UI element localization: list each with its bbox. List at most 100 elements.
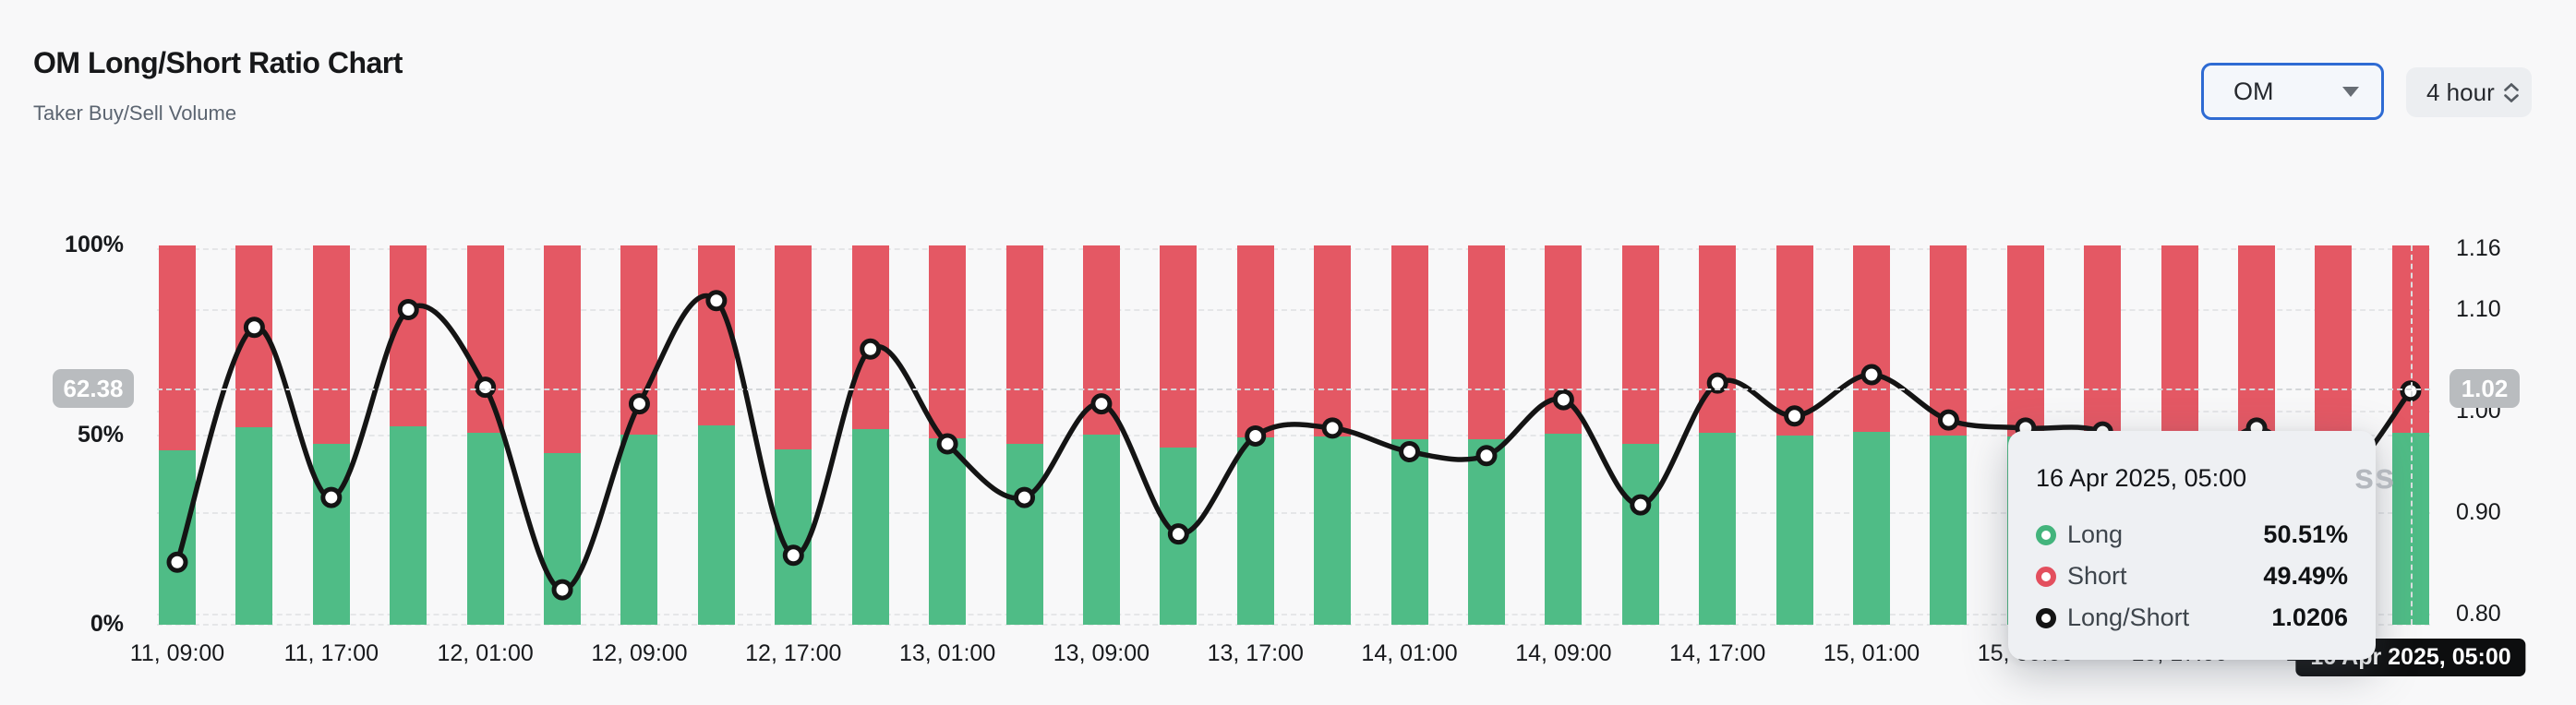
short-segment — [1314, 245, 1352, 437]
bar-14-01-00[interactable] — [1390, 245, 1428, 625]
gridline — [157, 512, 2430, 515]
bar-11-21-00[interactable] — [390, 245, 427, 625]
bar-13-01-00[interactable] — [929, 245, 967, 625]
long-segment — [1082, 434, 1120, 625]
bar-14-17-00[interactable] — [1699, 245, 1737, 625]
ratio-point-15[interactable] — [1321, 417, 1343, 439]
ratio-point-7[interactable] — [705, 290, 728, 312]
short-segment — [390, 245, 427, 426]
ratio-point-9[interactable] — [860, 338, 882, 360]
short-segment — [1236, 245, 1274, 437]
ratio-point-11[interactable] — [1014, 486, 1036, 508]
caret-down-icon — [2342, 86, 2359, 97]
right-axis-tick: 0.90 — [2456, 499, 2501, 526]
ratio-point-2[interactable] — [320, 486, 343, 508]
long-segment — [1776, 435, 1813, 625]
long-segment — [851, 429, 889, 625]
ratio-point-13[interactable] — [1167, 523, 1189, 545]
short-segment — [1699, 245, 1737, 433]
bar-12-17-00[interactable] — [775, 245, 813, 625]
x-axis-tick: 14, 01:00 — [1361, 640, 1458, 666]
short-segment — [697, 245, 735, 425]
short-segment — [544, 245, 582, 454]
bar-11-13-00[interactable] — [235, 245, 273, 625]
x-axis-tick: 13, 17:00 — [1207, 640, 1304, 666]
right-axis-tick: 1.16 — [2456, 235, 2501, 262]
tooltip-row-long: Long 50.51% — [2036, 520, 2348, 549]
ratio-point-12[interactable] — [1090, 393, 1113, 415]
bar-14-05-00[interactable] — [1467, 245, 1505, 625]
watermark: ss — [2354, 458, 2396, 496]
long-segment — [1699, 432, 1737, 625]
crosshair-vertical — [2410, 245, 2413, 625]
ratio-point-8[interactable] — [782, 544, 804, 567]
ratio-point-6[interactable] — [628, 393, 650, 415]
x-axis-tick: 12, 01:00 — [437, 640, 534, 666]
long-segment — [1314, 436, 1352, 625]
ratio-point-1[interactable] — [243, 317, 265, 339]
bar-12-21-00[interactable] — [851, 245, 889, 625]
bar-11-17-00[interactable] — [312, 245, 350, 625]
ratio-point-20[interactable] — [1706, 372, 1728, 394]
bar-14-13-00[interactable] — [1621, 245, 1659, 625]
ratio-point-14[interactable] — [1245, 424, 1267, 447]
ratio-point-23[interactable] — [1937, 409, 1959, 431]
left-axis-tick: 100% — [65, 232, 124, 257]
bar-12-01-00[interactable] — [466, 245, 504, 625]
long-segment — [1621, 444, 1659, 625]
ratio-point-18[interactable] — [1552, 388, 1574, 411]
short-segment — [1621, 245, 1659, 445]
x-axis-tick: 12, 09:00 — [591, 640, 688, 666]
long-segment — [1853, 431, 1891, 625]
long-segment — [1467, 439, 1505, 625]
ratio-point-0[interactable] — [166, 551, 188, 573]
short-segment — [2238, 245, 2276, 437]
ratio-point-4[interactable] — [475, 376, 497, 399]
short-segment — [775, 245, 813, 450]
bar-12-09-00[interactable] — [620, 245, 658, 625]
bar-11-09-00[interactable] — [159, 245, 196, 625]
ratio-point-10[interactable] — [936, 433, 958, 455]
bar-15-05-00[interactable] — [1930, 245, 1968, 625]
bar-13-21-00[interactable] — [1314, 245, 1352, 625]
long-segment — [929, 437, 967, 625]
long-segment — [1930, 436, 1968, 625]
ratio-point-22[interactable] — [1860, 364, 1883, 386]
short-segment — [1390, 245, 1428, 439]
gridline — [157, 411, 2430, 413]
ratio-point-3[interactable] — [397, 299, 419, 321]
symbol-select[interactable]: OM — [2201, 63, 2384, 120]
long-segment — [620, 434, 658, 625]
tooltip-row-ratio: Long/Short 1.0206 — [2036, 603, 2348, 632]
interval-select[interactable]: 4 hour — [2406, 67, 2532, 117]
short-segment — [851, 245, 889, 430]
bar-13-09-00[interactable] — [1082, 245, 1120, 625]
short-segment — [1467, 245, 1505, 440]
bar-13-13-00[interactable] — [1160, 245, 1198, 625]
crosshair-horizontal — [157, 388, 2430, 390]
long-segment — [1545, 434, 1583, 625]
ratio-point-19[interactable] — [1630, 494, 1652, 516]
bar-15-01-00[interactable] — [1853, 245, 1891, 625]
short-dot-icon — [2036, 566, 2056, 587]
short-segment — [2006, 245, 2044, 437]
bar-12-13-00[interactable] — [697, 245, 735, 625]
interval-select-value: 4 hour — [2426, 78, 2495, 106]
bar-13-17-00[interactable] — [1236, 245, 1274, 625]
page-title: OM Long/Short Ratio Chart — [33, 46, 403, 79]
short-segment — [2315, 245, 2353, 442]
tooltip-ratio-value: 1.0206 — [2271, 603, 2348, 631]
short-segment — [312, 245, 350, 444]
ratio-point-17[interactable] — [1475, 445, 1498, 467]
gridline — [157, 309, 2430, 312]
bar-14-21-00[interactable] — [1776, 245, 1813, 625]
bar-13-05-00[interactable] — [1005, 245, 1043, 625]
ratio-point-16[interactable] — [1399, 440, 1421, 462]
short-segment — [1005, 245, 1043, 444]
ratio-point-5[interactable] — [551, 579, 573, 601]
ratio-point-21[interactable] — [1784, 405, 1806, 427]
long-segment — [1236, 436, 1274, 625]
crosshair-right-badge: 1.02 — [2450, 369, 2520, 408]
short-segment — [2161, 245, 2198, 442]
